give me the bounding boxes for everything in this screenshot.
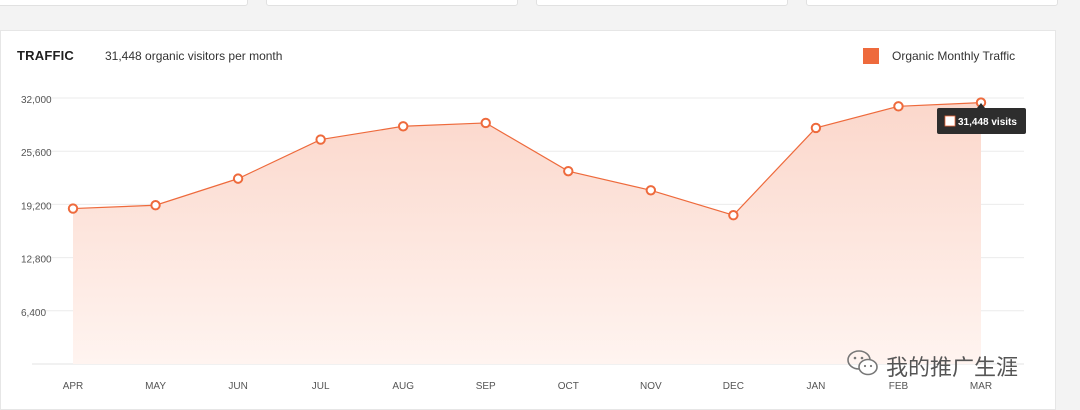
top-card-4[interactable] (806, 0, 1058, 6)
data-point-feb[interactable] (893, 101, 904, 112)
chart-title: TRAFFIC (17, 48, 74, 63)
x-tick-label: MAY (145, 381, 166, 392)
series-line-layer (72, 101, 982, 216)
data-point-jan[interactable] (810, 122, 822, 134)
tooltip: 31,448 visits (937, 103, 1026, 134)
chart-subtitle: 31,448 organic visitors per month (105, 49, 283, 63)
wechat-icon (847, 350, 878, 376)
data-point-oct[interactable] (563, 165, 574, 177)
x-tick-label: AUG (392, 381, 414, 392)
legend-label: Organic Monthly Traffic (892, 49, 1016, 63)
data-point-apr[interactable] (67, 203, 79, 214)
data-point-jul[interactable] (315, 134, 326, 145)
y-axis-ticks: 32,000 25,600 19,200 12,800 6,400 (21, 95, 52, 319)
tooltip-text: 31,448 visits (958, 117, 1017, 128)
area-fill-layer (73, 102, 981, 364)
area-fill (73, 102, 981, 364)
x-tick-label: JUN (228, 381, 247, 392)
x-tick-label: DEC (723, 381, 744, 392)
data-point-dec[interactable] (728, 210, 739, 221)
top-card-3[interactable] (536, 0, 788, 6)
x-axis-ticks: APR MAY JUN JUL AUG SEP OCT NOV DEC JAN FEB MAR (63, 381, 992, 392)
x-tick-label: JAN (806, 381, 825, 392)
top-card-1[interactable] (0, 0, 248, 6)
y-tick-label: 25,600 (21, 148, 52, 159)
x-tick-label: FEB (889, 381, 909, 392)
data-point-aug[interactable] (397, 121, 409, 132)
y-tick-label: 6,400 (21, 308, 46, 319)
x-tick-label: NOV (640, 381, 662, 392)
top-card-2[interactable] (266, 0, 518, 6)
data-point-sep[interactable] (480, 117, 491, 129)
data-point-nov[interactable] (645, 185, 657, 196)
data-point-may[interactable] (150, 200, 161, 211)
y-tick-label: 32,000 (21, 95, 52, 106)
x-tick-label: MAR (970, 381, 992, 392)
x-tick-label: SEP (476, 381, 496, 392)
y-tick-label: 19,200 (21, 201, 52, 212)
data-points (67, 97, 987, 221)
data-point-jun[interactable] (232, 173, 244, 184)
x-tick-label: JUL (312, 381, 330, 392)
x-tick-label: OCT (558, 381, 579, 392)
top-cards (0, 0, 1080, 14)
watermark-text: 我的推广生涯 (886, 356, 1019, 381)
legend-swatch (863, 48, 879, 64)
series-line (72, 101, 982, 216)
y-tick-label: 12,800 (21, 255, 52, 266)
x-tick-label: APR (63, 381, 84, 392)
